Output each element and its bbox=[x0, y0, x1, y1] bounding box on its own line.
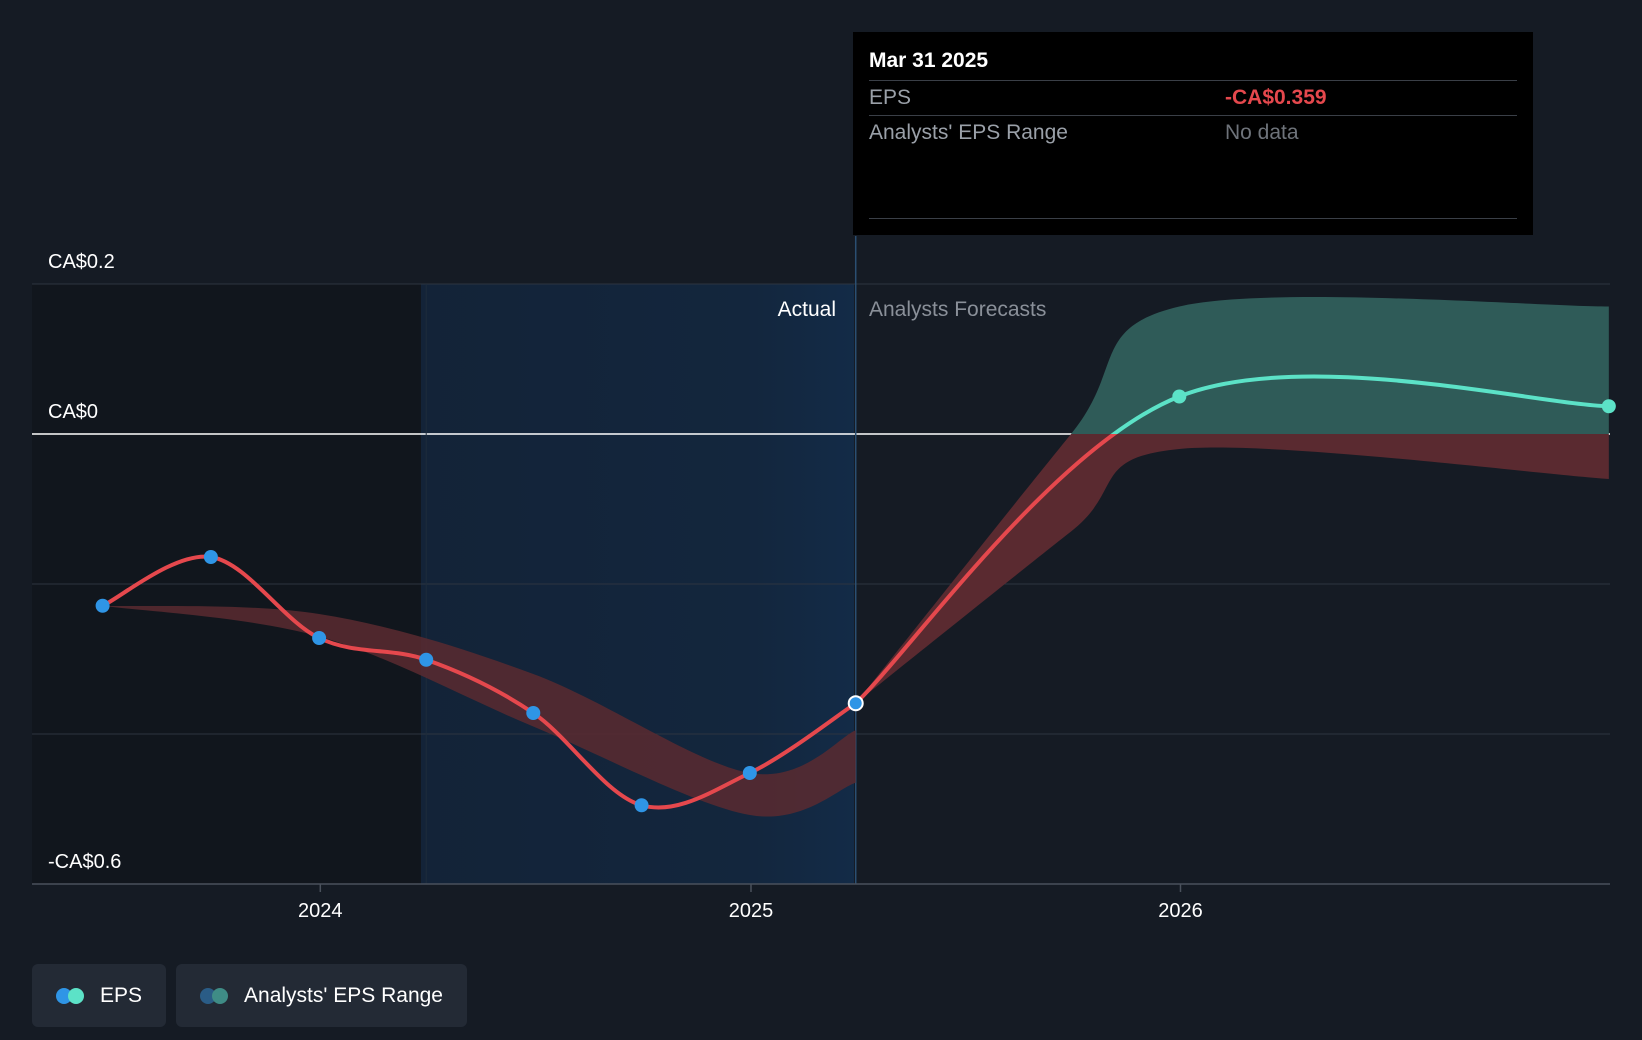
eps-range-bands bbox=[102, 297, 1609, 817]
legend-eps-range-label: Analysts' EPS Range bbox=[244, 983, 443, 1007]
tooltip-eps-value: -CA$0.359 bbox=[1225, 86, 1327, 109]
eps-data-point bbox=[742, 766, 757, 780]
legend-dot-2 bbox=[212, 987, 229, 1004]
eps-forecast-line-negative bbox=[854, 434, 1118, 705]
eps-data-point bbox=[203, 550, 218, 564]
x-tick-label: 2025 bbox=[729, 900, 774, 922]
eps-forecast-point bbox=[1601, 399, 1616, 414]
tooltip: Mar 31 2025 EPS -CA$0.359 Analysts' EPS … bbox=[853, 32, 1533, 235]
eps-markers bbox=[95, 389, 1616, 813]
x-tick-label: 2024 bbox=[298, 900, 343, 922]
x-tick-label: 2026 bbox=[1158, 900, 1203, 922]
tooltip-divider bbox=[869, 218, 1517, 219]
eps-data-point bbox=[526, 706, 541, 720]
legend-eps-label: EPS bbox=[100, 983, 143, 1007]
tooltip-range-label: Analysts' EPS Range bbox=[869, 121, 1068, 144]
tooltip-row-range: Analysts' EPS Range No data bbox=[869, 116, 1517, 150]
eps-range-legend-icon bbox=[200, 987, 234, 1005]
analysts-forecasts-label: Analysts Forecasts bbox=[869, 298, 1046, 321]
eps-data-point bbox=[95, 598, 110, 613]
y-tick-label: -CA$0.6 bbox=[48, 851, 121, 873]
eps-forecast-point bbox=[1172, 389, 1187, 404]
tooltip-eps-label: EPS bbox=[869, 86, 912, 109]
forecast-range-negative bbox=[855, 434, 1609, 704]
eps-actual-line bbox=[100, 554, 858, 810]
eps-data-point bbox=[634, 798, 649, 813]
y-tick-label: CA$0.2 bbox=[48, 251, 115, 273]
legend-item-eps[interactable]: EPS bbox=[32, 964, 167, 1027]
y-tick-label: CA$0 bbox=[48, 401, 98, 423]
tooltip-row-eps: EPS -CA$0.359 bbox=[869, 81, 1517, 116]
eps-legend-icon bbox=[56, 987, 90, 1005]
eps-data-point bbox=[312, 631, 327, 645]
actual-label: Actual bbox=[778, 298, 836, 321]
legend-dot-2 bbox=[68, 987, 84, 1004]
forecast-range-positive bbox=[1071, 297, 1609, 434]
legend: EPS Analysts' EPS Range bbox=[32, 964, 467, 1027]
eps-data-point bbox=[847, 695, 864, 712]
axes: 2024 2025 2026 CA$0.2 CA$0 -CA$0.6 bbox=[32, 251, 1610, 922]
legend-item-eps-range[interactable]: Analysts' EPS Range bbox=[176, 964, 467, 1027]
tooltip-date: Mar 31 2025 bbox=[869, 46, 1517, 81]
tooltip-range-value: No data bbox=[1225, 121, 1299, 144]
historical-eps-band bbox=[102, 605, 856, 817]
eps-data-point bbox=[419, 652, 434, 667]
